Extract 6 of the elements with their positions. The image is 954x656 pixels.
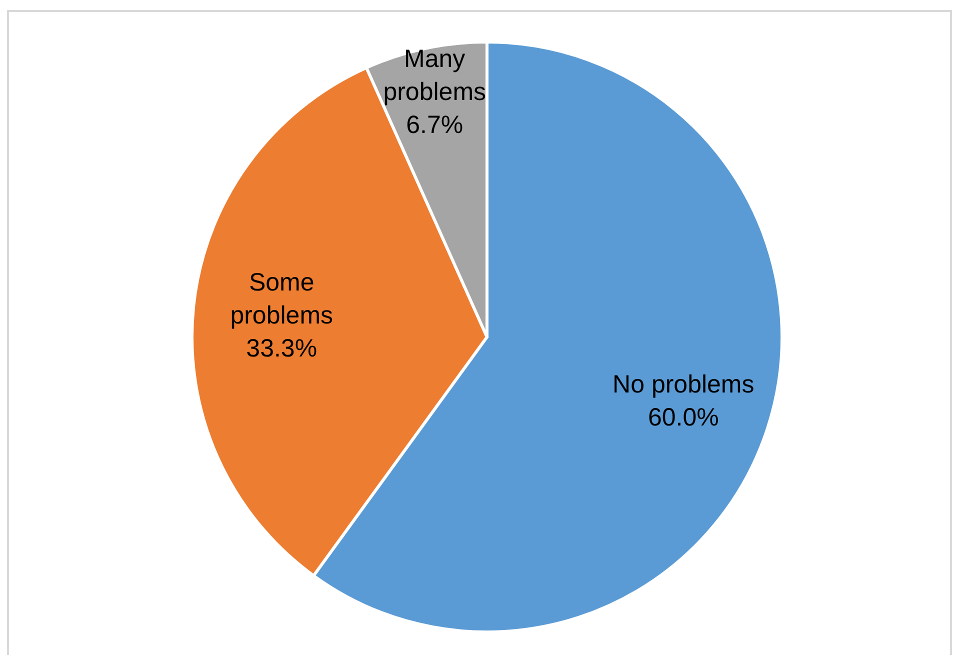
slice-label: No problems — [612, 370, 754, 398]
data-label: 60.0% — [648, 403, 719, 432]
slice-label: Many problems — [383, 44, 486, 106]
slice-label: Some problems — [230, 268, 334, 330]
data-label: 6.7% — [406, 110, 464, 139]
data-label: 33.3% — [246, 334, 318, 363]
